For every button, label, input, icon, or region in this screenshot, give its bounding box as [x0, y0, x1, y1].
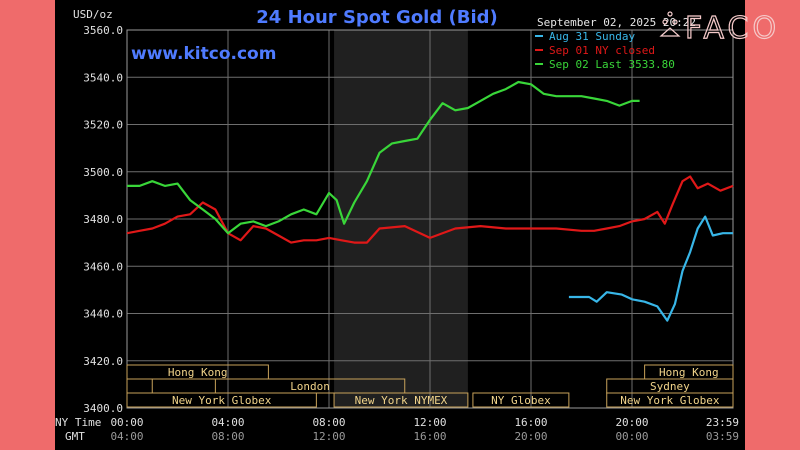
x-tick-label-ny: 00:00 [110, 416, 143, 429]
x-tick-label-gmt: 12:00 [312, 430, 345, 443]
gmt-row-label: GMT [65, 430, 85, 443]
chart-title: 24 Hour Spot Gold (Bid) [256, 7, 497, 28]
session-label: New York NYMEX [355, 394, 448, 407]
session-label: London [290, 380, 330, 393]
x-tick-label-gmt: 16:00 [413, 430, 446, 443]
timestamp-label: September 02, 2025 20:22 [537, 16, 696, 29]
session-box [126, 378, 153, 394]
session-label: New York Globex [172, 394, 272, 407]
session-label: NY Globex [491, 394, 551, 407]
series-line-0 [568, 215, 733, 322]
x-tick-label-ny: 20:00 [615, 416, 648, 429]
session-label: Sydney [650, 380, 690, 393]
x-tick-label-gmt: 20:00 [514, 430, 547, 443]
x-tick-label-ny: 12:00 [413, 416, 446, 429]
y-tick-label: 3440.0 [83, 308, 123, 321]
x-tick-label-gmt: 03:59 [706, 430, 739, 443]
y-tick-label: 3480.0 [83, 213, 123, 226]
session-label: New York Globex [620, 394, 720, 407]
x-tick-label-ny: 04:00 [211, 416, 244, 429]
svg-text:FACO: FACO [685, 11, 780, 46]
session-box [126, 364, 269, 380]
series-line-2 [127, 80, 640, 235]
x-tick-label-ny: 08:00 [312, 416, 345, 429]
legend-entry: Sep 01 NY closed [549, 44, 655, 57]
session-box [333, 392, 469, 408]
chart-frame: Hong Kong Hong Kong London Sydney New York G… [55, 0, 745, 450]
y-tick-label: 3520.0 [83, 119, 123, 132]
y-tick-label: 3420.0 [83, 355, 123, 368]
x-tick-label-gmt: 08:00 [211, 430, 244, 443]
session-box [126, 392, 317, 408]
session-label: Hong Kong [168, 366, 228, 379]
session-box [472, 392, 570, 408]
ny-time-row-label: NY Time [55, 416, 101, 429]
y-tick-label: 3460.0 [83, 260, 123, 273]
y-tick-label: 3560.0 [83, 24, 123, 37]
x-tick-label-gmt: 00:00 [615, 430, 648, 443]
session-label: Hong Kong [659, 366, 719, 379]
site-url[interactable]: www.kitco.com [131, 44, 276, 64]
y-tick-label: 3500.0 [83, 166, 123, 179]
y-tick-label: 3400.0 [83, 402, 123, 415]
session-box [606, 392, 734, 408]
series-line-1 [126, 175, 734, 244]
y-tick-label: 3540.0 [83, 71, 123, 84]
y-axis-unit-label: USD/oz [73, 8, 113, 21]
watermark-logo: FACO [659, 10, 780, 47]
legend-entry: Aug 31 Sunday [549, 30, 635, 43]
legend-entry: Sep 02 Last 3533.80 [549, 58, 675, 71]
x-tick-label-gmt: 04:00 [110, 430, 143, 443]
plot-border [126, 29, 734, 409]
x-tick-label-ny: 23:59 [706, 416, 739, 429]
x-tick-label-ny: 16:00 [514, 416, 547, 429]
